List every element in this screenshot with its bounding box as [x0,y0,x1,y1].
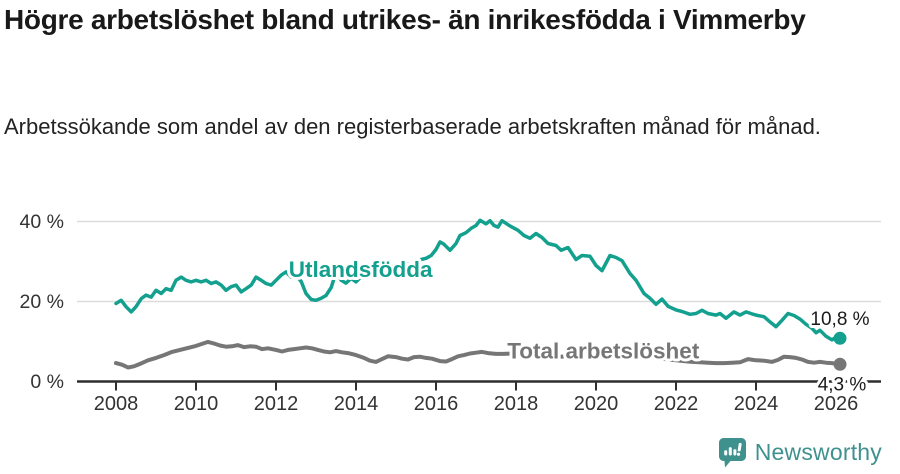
newsworthy-icon [718,438,746,468]
y-tick-label: 0 % [30,371,64,393]
gridlines [77,220,881,303]
x-tick-label: 2014 [334,393,379,415]
series-line-total [114,339,842,370]
series-label-utlandsfodda: Utlandsfödda [289,257,433,282]
series-line-utlandsfodda [114,218,842,342]
x-tick-label: 2020 [574,393,619,415]
brand-name: Newsworthy [754,439,882,465]
chart-labels: 0 % 20 % 40 % 2008 2010 2012 2014 2016 2018 2020 2… [20,211,873,415]
chart-series [114,218,847,371]
x-tick-label: 2024 [734,393,779,415]
series-label-total: Total arbetslöshet [507,338,700,363]
series-end-dot [833,331,847,345]
x-tick-label: 2016 [414,393,459,415]
x-tick-label: 2012 [254,393,299,415]
series-end-dot [833,357,847,371]
x-tick-label: 2010 [174,393,219,415]
y-tick-label: 40 % [20,211,64,233]
x-tick-label: 2018 [494,393,539,415]
brand-logo: Newsworthy [718,437,882,468]
page-subtitle: Arbetssökande som andel av den registerb… [4,114,821,139]
series-end-value-label: 10,8 % [810,309,869,330]
x-tick-label: 2008 [94,393,139,415]
unemployment-line-chart: 0 % 20 % 40 % 2008 2010 2012 2014 2016 2018 2020 2… [20,211,881,415]
x-axis [77,380,881,391]
x-tick-label: 2026 [814,393,859,415]
y-tick-label: 20 % [20,291,64,313]
series-end-value-label: 4,3 % [818,374,867,395]
x-tick-label: 2022 [654,393,699,415]
page-title: Högre arbetslöshet bland utrikes- än inr… [4,4,806,35]
